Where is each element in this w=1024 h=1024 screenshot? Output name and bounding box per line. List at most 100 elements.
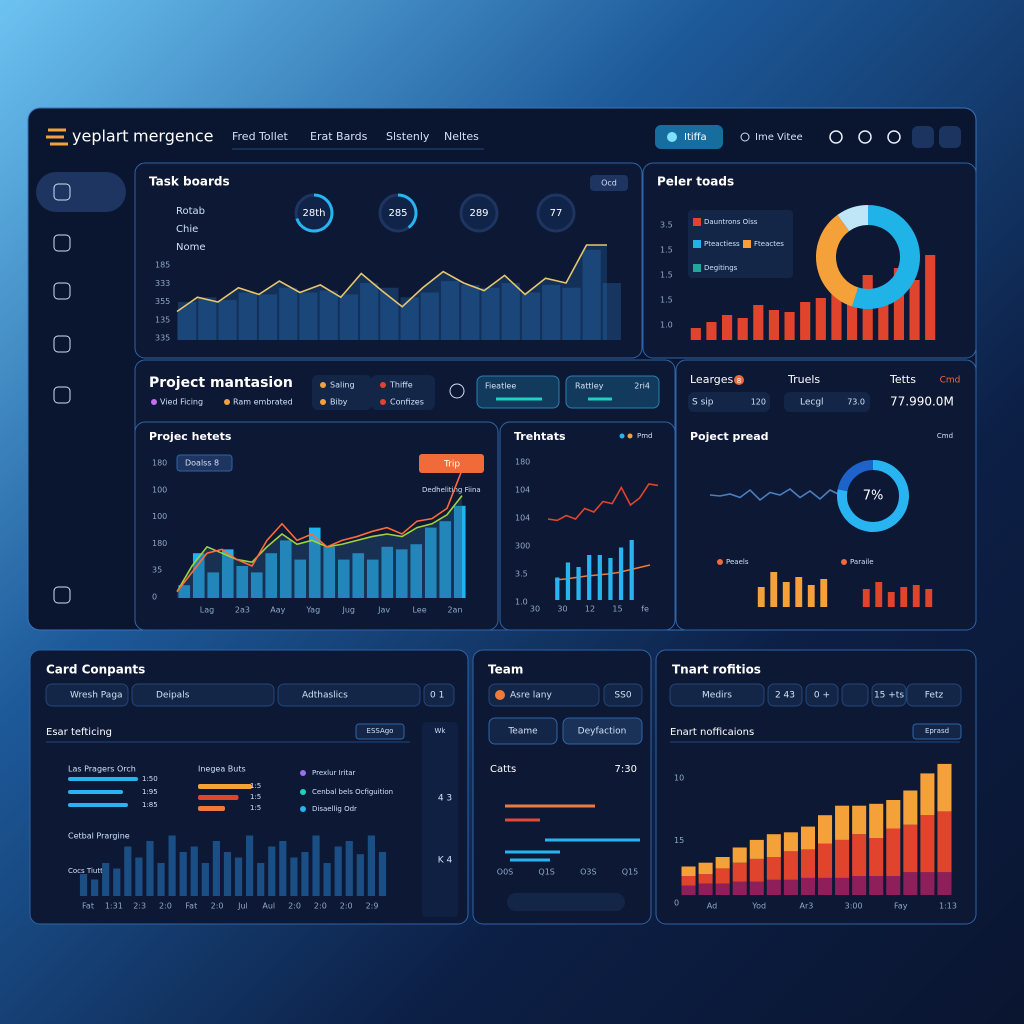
y-tick-label: 300 [515, 542, 530, 551]
y-tick-label: 1.0 [515, 598, 528, 607]
bar [424, 527, 437, 598]
chip[interactable]: Saling [330, 381, 355, 390]
input-label[interactable]: 0 1 [430, 691, 444, 701]
donut-segment [851, 205, 920, 309]
label: 1:5 [250, 793, 261, 801]
bar-segment [732, 847, 747, 863]
button[interactable] [488, 717, 558, 745]
sidebar-icon[interactable] [53, 386, 71, 404]
bar [238, 292, 257, 340]
input-label[interactable]: Wresh Paga [70, 691, 123, 701]
input[interactable] [669, 683, 765, 707]
input[interactable] [767, 683, 803, 707]
input-label[interactable]: Adthaslics [302, 691, 348, 701]
subtitle: Ram embrated [233, 398, 293, 407]
bar-segment [800, 877, 815, 895]
label[interactable]: Medirs [702, 691, 732, 701]
sidebar-icon[interactable] [53, 234, 71, 252]
bar [782, 582, 790, 607]
bar-segment [783, 832, 798, 852]
label[interactable]: Asre lany [510, 691, 552, 701]
input[interactable] [423, 683, 455, 707]
icon-button[interactable] [841, 683, 869, 707]
gauge-track [459, 193, 499, 233]
label: 8 [737, 377, 741, 385]
bar [887, 592, 895, 607]
gauge-label: 28th [303, 208, 326, 219]
icon-button[interactable] [858, 130, 872, 144]
bar [366, 559, 379, 598]
input[interactable] [277, 683, 421, 707]
chip[interactable]: Thiffe [389, 381, 413, 390]
x-tick-label: Jug [341, 606, 355, 615]
button[interactable] [562, 717, 643, 745]
icon-button[interactable] [449, 383, 465, 399]
sidebar-icon[interactable] [53, 282, 71, 300]
input[interactable] [805, 683, 839, 707]
y-tick-label: 1.5 [660, 296, 673, 305]
icon-button[interactable] [887, 130, 901, 144]
nav-active[interactable] [36, 172, 126, 212]
x-tick-label: 2:0 [211, 902, 224, 911]
bar [439, 521, 452, 598]
bar [721, 315, 733, 340]
x-tick-label: Q1S [538, 868, 554, 877]
input-label[interactable]: Deipals [156, 691, 190, 701]
icon-button[interactable] [829, 130, 843, 144]
x-tick-label: Yod [751, 902, 766, 911]
y-tick-label: 185 [155, 261, 170, 270]
label[interactable]: Deyfaction [578, 727, 627, 737]
line [176, 244, 607, 313]
nav-link[interactable]: Slstenly [386, 130, 430, 143]
x-tick-label: Jul [237, 902, 248, 911]
label[interactable]: 0 + [814, 691, 830, 701]
progress-bar [68, 803, 128, 807]
button-label[interactable]: Itiffa [684, 132, 707, 143]
icon-button[interactable] [912, 126, 934, 148]
label[interactable]: Trip [443, 460, 460, 470]
sidebar-icon[interactable] [53, 586, 71, 604]
sidebar-icon[interactable] [53, 335, 71, 353]
tooltip: Dedheliting Fiina [422, 486, 481, 494]
line-area [177, 245, 607, 340]
gauge-label: 77 [550, 208, 563, 219]
nav-link[interactable]: Erat Bards [310, 130, 368, 143]
label[interactable]: 15 +ts [874, 691, 904, 701]
label: mergence [133, 127, 214, 146]
bar-segment [886, 828, 901, 876]
input[interactable] [871, 683, 907, 707]
button[interactable] [419, 454, 484, 473]
pager[interactable] [507, 893, 625, 911]
bar [190, 846, 198, 896]
value-box [603, 683, 643, 707]
icon-button[interactable] [939, 126, 961, 148]
bar [757, 587, 765, 607]
input[interactable] [45, 683, 129, 707]
bar [737, 318, 748, 340]
legend-label: Pmd [637, 432, 652, 440]
line [547, 483, 659, 522]
button[interactable] [655, 125, 723, 149]
label: Las Pragers Orch [68, 765, 136, 774]
sidebar-icon[interactable] [53, 183, 71, 201]
bar [461, 284, 480, 340]
link[interactable]: Ime Vitee [755, 132, 803, 143]
bar [893, 268, 905, 340]
nav-link[interactable]: Neltes [444, 130, 479, 143]
dot [300, 770, 306, 776]
bar-segment [852, 834, 867, 876]
chip[interactable]: Biby [330, 398, 348, 407]
input[interactable] [906, 683, 962, 707]
label[interactable]: Fetz [925, 691, 944, 701]
bar [875, 582, 883, 607]
label[interactable]: Teame [507, 727, 538, 737]
progress-bar [68, 790, 123, 794]
chip[interactable]: Confizes [390, 398, 424, 407]
nav-link[interactable]: Fred Tollet [232, 130, 289, 143]
input[interactable] [131, 683, 275, 707]
label[interactable]: 2 43 [775, 691, 795, 701]
bar [587, 555, 592, 600]
y-tick-label: 335 [155, 334, 170, 343]
input[interactable] [488, 683, 600, 707]
